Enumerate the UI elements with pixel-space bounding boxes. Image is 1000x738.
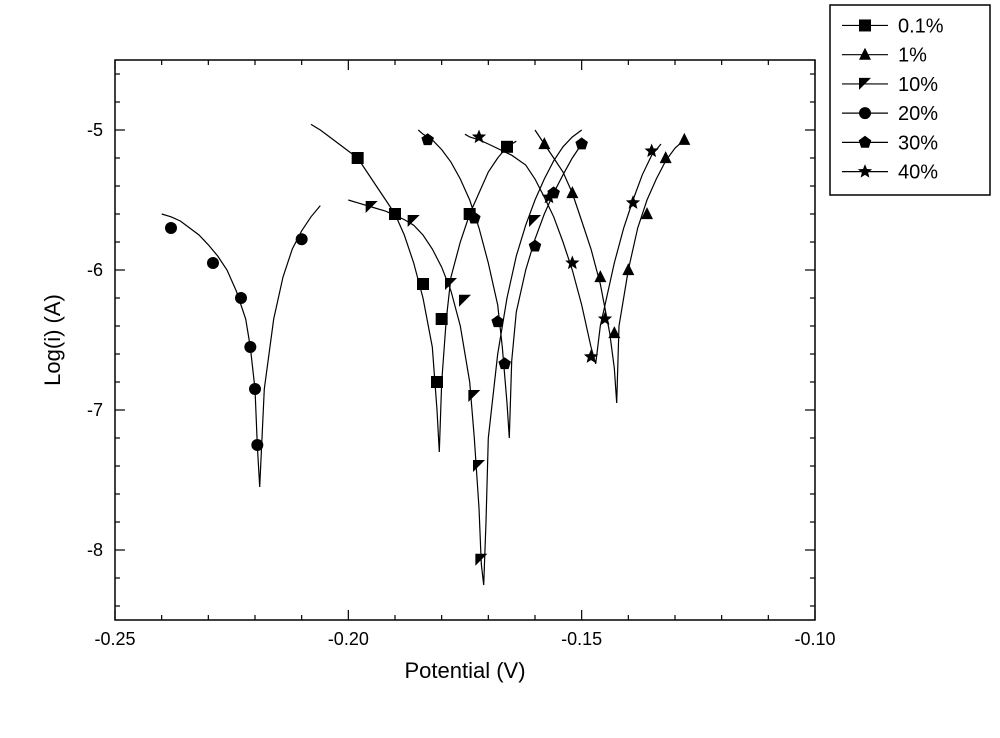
series-1% — [535, 130, 690, 403]
series-20% — [162, 206, 321, 487]
x-tick-label: -0.10 — [794, 629, 835, 649]
x-axis-label: Potential (V) — [404, 658, 525, 683]
series-40% — [465, 130, 661, 364]
y-axis-label: Log(i) (A) — [40, 294, 65, 386]
series-0.1% — [311, 124, 516, 452]
y-tick-label: -6 — [87, 260, 103, 280]
legend-label: 20% — [898, 103, 938, 125]
legend-label: 40% — [898, 162, 938, 184]
series-30% — [418, 130, 588, 438]
y-tick-label: -5 — [87, 120, 103, 140]
legend: 0.1% 1% 10% 20% 30% 40% — [830, 5, 990, 195]
chart-container: -0.25 -0.20 -0.15 -0.10 -8 -7 -6 -5 Potential (V… — [0, 0, 1000, 738]
x-tick-label: -0.20 — [328, 629, 369, 649]
y-tick-label: -8 — [87, 540, 103, 560]
x-tick-label: -0.15 — [561, 629, 602, 649]
tafel-chart: -0.25 -0.20 -0.15 -0.10 -8 -7 -6 -5 Potential (V… — [0, 0, 1000, 738]
legend-label: 1% — [898, 45, 927, 67]
legend-label: 30% — [898, 132, 938, 154]
x-tick-label: -0.25 — [94, 629, 135, 649]
legend-label: 0.1% — [898, 15, 944, 37]
y-tick-label: -7 — [87, 400, 103, 420]
legend-label: 10% — [898, 74, 938, 96]
